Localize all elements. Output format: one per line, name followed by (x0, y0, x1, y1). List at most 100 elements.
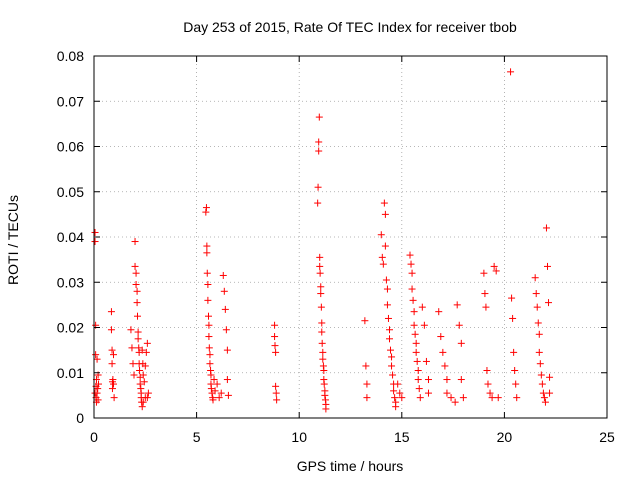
x-tick-label: 5 (193, 429, 201, 445)
data-point (132, 281, 140, 289)
data-point (377, 231, 385, 239)
data-point (534, 319, 542, 327)
x-tick-label: 20 (497, 429, 513, 445)
data-point (142, 348, 150, 356)
data-point (316, 253, 324, 261)
data-point (205, 321, 213, 329)
data-point (381, 242, 389, 250)
data-point (439, 348, 447, 356)
data-point (317, 290, 325, 298)
data-point (408, 285, 416, 293)
data-point (378, 253, 386, 261)
data-point (132, 269, 140, 277)
data-point (484, 380, 492, 388)
data-point (143, 339, 151, 347)
data-point (207, 371, 215, 379)
data-point (533, 303, 541, 311)
data-point (387, 346, 395, 354)
data-point (443, 389, 451, 397)
data-point (453, 301, 461, 309)
data-point (384, 314, 392, 322)
data-point (414, 376, 422, 384)
data-point (513, 394, 521, 402)
data-point (541, 398, 549, 406)
data-point (538, 380, 546, 388)
data-point (424, 376, 432, 384)
data-point (482, 303, 490, 311)
x-axis-label: GPS time / hours (297, 458, 404, 474)
data-point (203, 242, 211, 250)
data-point (317, 303, 325, 311)
data-point (314, 183, 322, 191)
data-point (316, 262, 324, 270)
x-tick-label: 15 (394, 429, 410, 445)
data-point (416, 394, 424, 402)
data-point (206, 360, 214, 368)
data-point (94, 396, 102, 404)
data-point (203, 249, 211, 257)
data-point (382, 276, 390, 284)
data-point (210, 376, 218, 384)
data-point (410, 308, 418, 316)
data-point (133, 299, 141, 307)
data-point (109, 380, 117, 388)
data-point (494, 394, 502, 402)
data-point (435, 308, 443, 316)
data-point (486, 389, 494, 397)
y-tick-label: 0.01 (57, 365, 84, 381)
data-point (108, 385, 116, 393)
data-point (317, 283, 325, 291)
data-point (133, 287, 141, 295)
data-point (539, 389, 547, 397)
data-point (507, 68, 515, 76)
data-point (542, 224, 550, 232)
data-point (315, 113, 323, 121)
data-point (134, 312, 142, 320)
data-point (415, 385, 423, 393)
data-point (385, 335, 393, 343)
data-point (540, 394, 548, 402)
data-point (143, 394, 151, 402)
data-point (380, 199, 388, 207)
data-point (420, 321, 428, 329)
data-point (202, 204, 210, 212)
data-point (362, 362, 370, 370)
data-point (320, 380, 328, 388)
data-point (211, 387, 219, 395)
data-point (136, 380, 144, 388)
data-point (546, 389, 554, 397)
data-point (383, 301, 391, 309)
data-point (318, 319, 326, 327)
data-point (508, 294, 516, 302)
data-point (424, 389, 432, 397)
data-point (219, 271, 227, 279)
data-point (481, 290, 489, 298)
data-point (320, 366, 328, 374)
data-point (451, 398, 459, 406)
data-point (140, 378, 148, 386)
data-point (457, 376, 465, 384)
data-point (272, 389, 280, 397)
data-point (414, 366, 422, 374)
data-point (411, 330, 419, 338)
data-point (391, 394, 399, 402)
data-point (408, 269, 416, 277)
data-point (91, 238, 99, 246)
data-point (110, 394, 118, 402)
data-point (129, 360, 137, 368)
data-point (455, 321, 463, 329)
data-point (490, 262, 498, 270)
data-point (220, 287, 228, 295)
data-point (459, 394, 467, 402)
data-point (127, 326, 135, 334)
data-point (361, 317, 369, 325)
data-point (379, 260, 387, 268)
data-point (536, 360, 544, 368)
data-point (204, 296, 212, 304)
data-point (205, 312, 213, 320)
data-point (213, 380, 221, 388)
data-point (224, 391, 232, 399)
data-point (412, 348, 420, 356)
data-point (138, 403, 146, 411)
